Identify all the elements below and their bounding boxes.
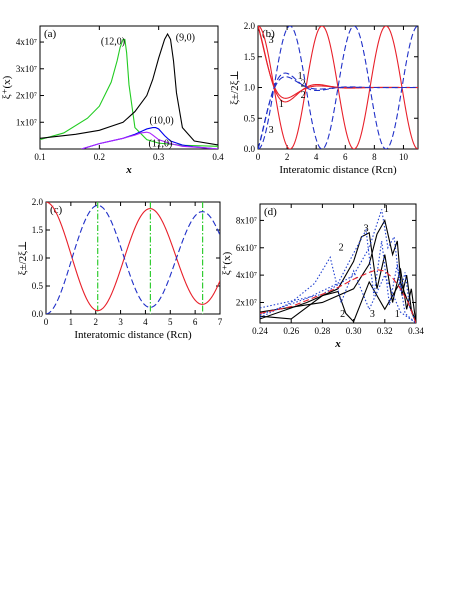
series-line: [260, 231, 416, 323]
x-tick-label: 0.30: [346, 326, 362, 336]
curve-label: 1: [395, 309, 400, 320]
series-line: [260, 218, 416, 323]
x-tick-label: 1: [69, 317, 74, 327]
series-label: (9,0): [176, 33, 195, 44]
panel-a: 0.1 0.2 0.3 0.4 1x10⁷ 2x10⁷ 3x10⁷ 4x10⁷ (a) x ξ⁺(x…: [1, 25, 224, 176]
panel-label: (a): [44, 28, 57, 40]
plot-area: [46, 202, 220, 314]
curve-label: 3: [364, 223, 369, 234]
x-tick-label: 0.24: [252, 326, 268, 336]
y-tick-label: 4x10⁷: [16, 37, 37, 47]
y-tick-label: 0.0: [32, 309, 44, 319]
curve-label: 2: [301, 90, 306, 101]
series-label: (12,0): [101, 37, 125, 48]
y-tick-label: 0.5: [32, 281, 44, 291]
x-tick-label: 6: [343, 152, 348, 162]
x-tick-label: 2: [285, 152, 290, 162]
series-line: [81, 131, 218, 149]
series-line: [258, 26, 418, 149]
y-tick-label: 3x10⁷: [16, 64, 37, 74]
plot-area: [40, 32, 218, 149]
y-axis-label: ξ⁺(x): [221, 251, 233, 275]
y-tick-label: 2.0: [32, 197, 44, 207]
series-line: [260, 280, 416, 323]
x-tick-label: 0.2: [94, 152, 105, 162]
y-tick-label: 2x10⁷: [236, 297, 257, 307]
x-tick-label: 5: [168, 317, 173, 327]
plot-area: [260, 209, 416, 323]
x-tick-label: 10: [399, 152, 409, 162]
x-tick-label: 6: [193, 317, 198, 327]
y-tick-label: 4x10⁷: [236, 270, 257, 280]
series-line: [46, 202, 220, 312]
y-tick-label: 1.5: [32, 225, 44, 235]
x-tick-label: 0.28: [315, 326, 331, 336]
x-axis-label: x: [334, 338, 341, 350]
plot-area: [258, 26, 418, 149]
axes-frame: [259, 203, 417, 324]
curve-label: 1: [279, 99, 284, 110]
series-line: [258, 76, 418, 149]
x-tick-label: 4: [314, 152, 319, 162]
x-tick-label: 2: [93, 317, 98, 327]
series-line: [40, 38, 218, 147]
y-tick-label: 1x10⁷: [16, 117, 37, 127]
series-line: [46, 204, 220, 314]
y-tick-label: 0.0: [244, 144, 256, 154]
y-tick-label: 2.0: [244, 21, 256, 31]
x-tick-label: 0.34: [408, 326, 424, 336]
x-axis-label: Interatomic distance (Rcn): [74, 329, 192, 341]
series-label: (11,0): [149, 138, 173, 149]
series-line: [40, 32, 218, 146]
x-tick-label: 0: [44, 317, 49, 327]
curve-label: 1: [384, 204, 389, 215]
x-tick-label: 0: [256, 152, 261, 162]
curve-label: 3: [269, 125, 274, 136]
curve-label: 3: [370, 309, 375, 320]
curve-label: 3: [269, 35, 274, 46]
x-tick-label: 0.26: [283, 326, 299, 336]
curve-label: 1: [298, 71, 303, 82]
axes-frame: [39, 25, 219, 150]
series-line: [260, 228, 416, 323]
series-line: [260, 269, 416, 323]
y-axis-label: ξ±/2ξ⊥: [229, 70, 241, 105]
y-tick-label: 1.5: [244, 52, 256, 62]
y-tick-label: 0.5: [244, 113, 256, 123]
x-tick-label: 0.3: [153, 152, 165, 162]
x-tick-label: 4: [143, 317, 148, 327]
y-axis-label: ξ±/2ξ⊥: [17, 241, 29, 276]
curve-label: 2: [301, 78, 306, 89]
panel-label: (d): [264, 206, 277, 218]
x-tick-label: 0.4: [212, 152, 224, 162]
panel-d: 0.24 0.26 0.28 0.30 0.32 0.34 2x10⁷ 4x10⁷ 6x10⁷ 8…: [221, 203, 424, 350]
series-line: [260, 209, 416, 323]
y-tick-label: 6x10⁷: [236, 243, 257, 253]
y-tick-label: 1.0: [244, 83, 256, 93]
series-label: (10,0): [150, 116, 174, 127]
series-line: [260, 255, 416, 323]
panel-label: (b): [262, 28, 275, 40]
y-tick-label: 8x10⁷: [236, 215, 257, 225]
x-axis-label: x: [125, 164, 132, 176]
x-tick-label: 7: [218, 317, 223, 327]
curve-label: 2: [340, 309, 345, 320]
x-tick-label: 8: [372, 152, 377, 162]
panel-c: 0 1 2 3 4 5 6 70.00.51.01.52.0(c)Interatomic di…: [17, 197, 223, 341]
curve-label: 2: [339, 243, 344, 254]
x-tick-label: 3: [118, 317, 123, 327]
y-tick-label: 2x10⁷: [16, 91, 37, 101]
x-tick-label: 0.32: [377, 326, 393, 336]
y-axis-label: ξ⁺(x): [1, 75, 13, 99]
x-tick-label: 0.1: [34, 152, 45, 162]
panel-b: 0 2 4 6 8 10 0.0 0.5 1.0 1.5 2.0 (b) Interatomic dis…: [229, 21, 419, 176]
x-axis-label: Interatomic distance (Rcn): [279, 164, 397, 176]
y-tick-label: 1.0: [32, 253, 44, 263]
